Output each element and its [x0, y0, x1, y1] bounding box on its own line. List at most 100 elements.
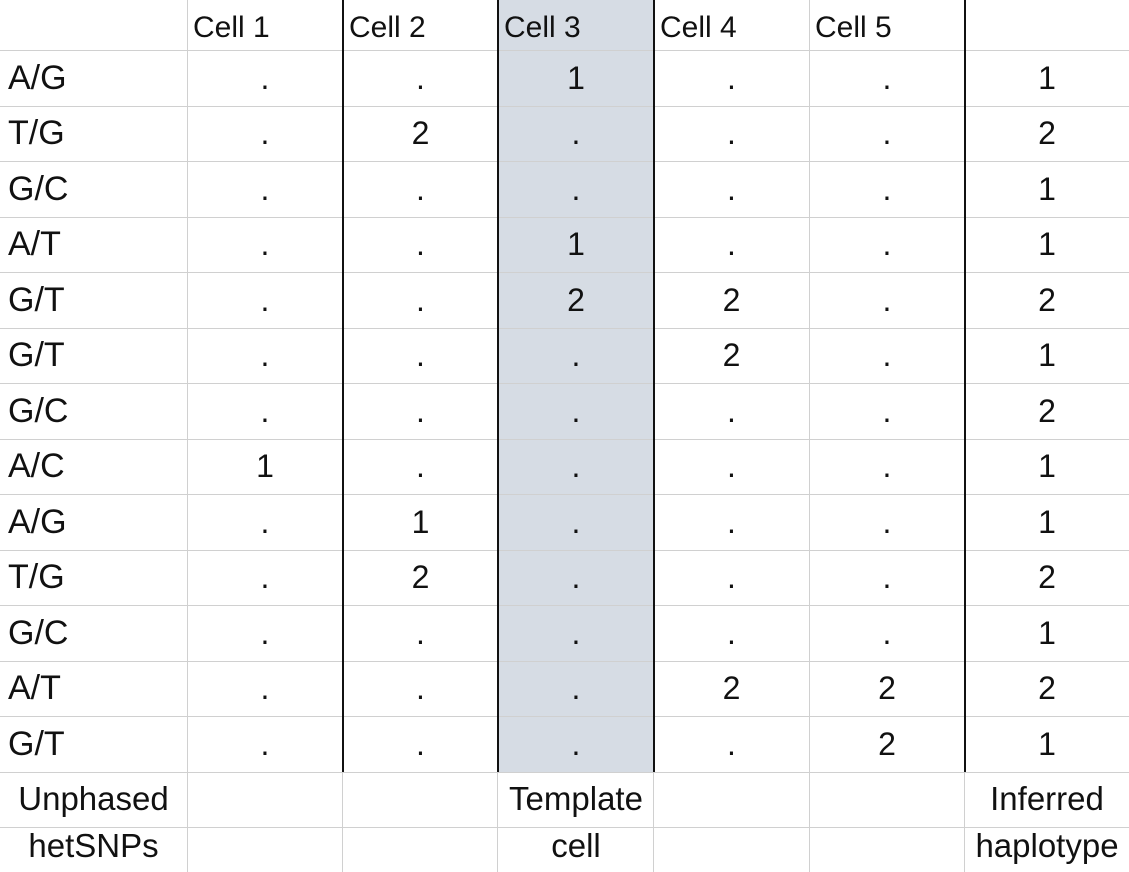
row-divider — [0, 328, 1129, 329]
haplotype-value: 1 — [1038, 226, 1056, 263]
row-divider — [0, 50, 1129, 51]
cell-value: . — [571, 503, 581, 540]
column-header: Cell 5 — [815, 11, 892, 44]
cell-value: . — [882, 392, 892, 429]
cell-value: 2 — [411, 115, 430, 152]
cell-value: . — [882, 614, 892, 651]
row-divider — [0, 272, 1129, 273]
cell-value: . — [882, 559, 892, 596]
cell-value: 1 — [411, 503, 430, 540]
row-divider — [0, 550, 1129, 551]
column-divider — [497, 0, 499, 772]
cell-value: . — [571, 448, 581, 485]
cell-value: 2 — [878, 670, 896, 707]
cell-value: . — [260, 59, 270, 96]
footer-haplotype-label-line: Inferred — [990, 779, 1104, 817]
footer-template-label: Template cell — [498, 772, 654, 872]
cell-value: . — [571, 170, 581, 207]
haplotype-value: 1 — [1038, 503, 1056, 540]
cell-value: . — [727, 559, 736, 596]
haplotype-value: 1 — [1038, 448, 1056, 485]
column-divider — [809, 0, 810, 872]
cell-value: . — [416, 226, 425, 263]
snp-label: A/G — [8, 502, 67, 541]
column-divider — [653, 0, 655, 772]
haplotype-value: 2 — [1038, 281, 1056, 318]
cell-value: 2 — [722, 281, 741, 318]
cell-value: . — [882, 503, 892, 540]
column-divider — [964, 0, 966, 772]
cell-value: . — [416, 170, 425, 207]
snp-label: T/G — [8, 558, 65, 597]
cell-value: . — [416, 725, 425, 762]
cell-value: . — [571, 614, 581, 651]
column-header: Cell 4 — [660, 11, 737, 44]
column-divider — [342, 771, 343, 872]
cell-value: . — [882, 59, 892, 96]
snp-label: G/C — [8, 613, 69, 652]
cell-value: . — [260, 226, 270, 263]
snp-label: G/T — [8, 724, 65, 763]
cell-value: 2 — [567, 281, 585, 318]
cell-value: 2 — [722, 670, 741, 707]
cell-value: . — [571, 559, 581, 596]
footer-snp-label: Unphased hetSNPs — [0, 772, 187, 872]
haplotype-value: 1 — [1038, 725, 1056, 762]
row-divider — [0, 494, 1129, 495]
snp-label: A/C — [8, 447, 65, 486]
cell-value: . — [727, 614, 736, 651]
column-header: Cell 1 — [193, 11, 270, 44]
row-divider — [0, 439, 1129, 440]
footer-snp-label-line: hetSNPs — [28, 826, 159, 864]
cell-value: . — [260, 725, 270, 762]
cell-value: . — [416, 337, 425, 374]
cell-value: . — [416, 670, 425, 707]
snp-label: T/G — [8, 114, 65, 153]
cell-value: 2 — [878, 725, 896, 762]
cell-value: . — [882, 337, 892, 374]
snp-label: A/G — [8, 58, 67, 97]
snp-label: G/T — [8, 336, 65, 375]
snp-label: G/C — [8, 391, 69, 430]
cell-value: . — [260, 337, 270, 374]
cell-value: . — [882, 448, 892, 485]
cell-value: . — [571, 392, 581, 429]
cell-value: . — [727, 503, 736, 540]
column-header — [965, 0, 1129, 50]
row-divider — [0, 383, 1129, 384]
footer-haplotype-label-line: haplotype — [975, 826, 1119, 864]
cell-value: . — [260, 614, 270, 651]
column-divider — [342, 0, 344, 772]
cell-value: . — [416, 614, 425, 651]
cell-value: . — [416, 448, 425, 485]
cell-value: 1 — [567, 226, 585, 263]
row-divider — [0, 217, 1129, 218]
cell-value: . — [882, 226, 892, 263]
cell-value: 2 — [722, 337, 741, 374]
row-divider — [0, 161, 1129, 162]
column-divider — [187, 0, 188, 872]
cell-value: . — [260, 559, 270, 596]
row-divider — [0, 716, 1129, 717]
row-divider — [0, 772, 1129, 773]
cell-value: . — [260, 281, 270, 318]
cell-value: . — [416, 392, 425, 429]
cell-value: . — [571, 670, 581, 707]
footer-snp-label-line: Unphased — [18, 779, 169, 817]
column-header: Cell 3 — [504, 11, 581, 44]
cell-value: . — [260, 115, 270, 152]
cell-value: . — [571, 725, 581, 762]
cell-value: . — [727, 725, 736, 762]
snp-label: G/T — [8, 280, 65, 319]
cell-value: . — [571, 115, 581, 152]
cell-value: . — [260, 392, 270, 429]
cell-value: . — [727, 170, 736, 207]
cell-value: . — [727, 448, 736, 485]
haplotype-value: 1 — [1038, 614, 1056, 651]
cell-value: . — [416, 59, 425, 96]
column-header — [0, 0, 187, 50]
template-column-highlight — [498, 0, 654, 772]
row-divider — [0, 605, 1129, 606]
cell-value: . — [882, 170, 892, 207]
